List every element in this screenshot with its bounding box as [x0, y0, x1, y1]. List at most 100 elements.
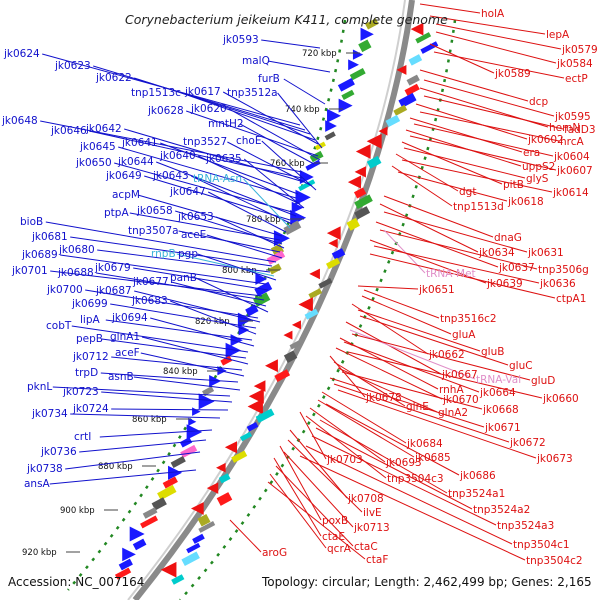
left-gene-label-jk0617[interactable]: jk0617 — [184, 86, 221, 98]
right-gene-label-ctae[interactable]: ctaE — [322, 531, 345, 543]
left-gene-label-jk0650[interactable]: jk0650 — [75, 157, 112, 169]
left-gene-label-jk0688[interactable]: jk0688 — [57, 267, 94, 279]
right-gene-label-jk0693[interactable]: jk0693 — [385, 457, 422, 469]
right-gene-label-gluc[interactable]: gluC — [509, 360, 533, 372]
right-gene-label-jk0684[interactable]: jk0684 — [406, 438, 443, 450]
right-gene-label-tnp3524a3[interactable]: tnp3524a3 — [497, 520, 554, 532]
right-gene-label-ectp[interactable]: ectP — [565, 73, 588, 85]
left-gene-label-jk0622[interactable]: jk0622 — [95, 72, 132, 84]
left-gene-label-jk0623[interactable]: jk0623 — [54, 60, 91, 72]
right-gene-label-jk0651[interactable]: jk0651 — [418, 284, 455, 296]
right-gene-label-arog[interactable]: aroG — [262, 547, 287, 559]
right-gene-label-glud[interactable]: gluD — [531, 375, 555, 387]
right-gene-label-jk0673[interactable]: jk0673 — [536, 453, 573, 465]
right-gene-label-qcra[interactable]: qcrA — [327, 543, 352, 555]
left-gene-label-jk0734[interactable]: jk0734 — [31, 408, 68, 420]
left-gene-label-jk0723[interactable]: jk0723 — [62, 386, 99, 398]
left-gene-label-jk0643[interactable]: jk0643 — [152, 170, 189, 182]
right-gene-label-jk0579[interactable]: jk0579 — [561, 44, 598, 56]
left-gene-label-jk0689[interactable]: jk0689 — [21, 249, 58, 261]
left-gene-label-jk0701[interactable]: jk0701 — [11, 265, 48, 277]
right-gene-label-jk0667[interactable]: jk0667 — [441, 369, 478, 381]
right-gene-label-hrca[interactable]: hrcA — [560, 136, 585, 148]
left-gene-label-jk0724[interactable]: jk0724 — [72, 403, 109, 415]
left-gene-label-furb[interactable]: furB — [258, 73, 280, 85]
left-gene-label-malq[interactable]: malQ — [242, 55, 270, 67]
left-gene-label-lipa[interactable]: lipA — [80, 314, 100, 326]
right-gene-label-glub[interactable]: gluB — [481, 346, 504, 358]
right-gene-label-jk0686[interactable]: jk0686 — [459, 470, 496, 482]
left-gene-label-jk0635[interactable]: jk0635 — [205, 153, 242, 165]
left-gene-label-jk0699[interactable]: jk0699 — [71, 298, 108, 310]
left-gene-label-tnp3512a[interactable]: tnp3512a — [227, 87, 278, 99]
right-gene-label-ctac[interactable]: ctaC — [354, 541, 378, 553]
left-gene-label-biob[interactable]: bioB — [20, 216, 43, 228]
right-gene-label-jk0604[interactable]: jk0604 — [553, 151, 590, 163]
left-gene-label-cobt[interactable]: cobT — [46, 320, 72, 332]
right-gene-label-jk0708[interactable]: jk0708 — [347, 493, 384, 505]
right-gene-label-upps2[interactable]: uppS2 — [522, 161, 555, 173]
left-gene-label-rnpb[interactable]: rnpB — [151, 248, 176, 260]
right-gene-label-ctpa1[interactable]: ctpA1 — [556, 293, 586, 305]
left-gene-label-pknl[interactable]: pknL — [27, 381, 52, 393]
left-gene-label-jk0679[interactable]: jk0679 — [94, 262, 131, 274]
right-gene-label-tnp3516c2[interactable]: tnp3516c2 — [440, 313, 497, 325]
right-gene-label-jk0664[interactable]: jk0664 — [479, 387, 516, 399]
left-gene-label-choe[interactable]: choE — [236, 135, 262, 147]
left-gene-label-jk0628[interactable]: jk0628 — [147, 105, 184, 117]
right-gene-label-jk0636[interactable]: jk0636 — [539, 278, 576, 290]
right-gene-label-ilve[interactable]: ilvE — [363, 507, 382, 519]
right-gene-label-era[interactable]: era — [523, 147, 540, 159]
right-gene-label-tnp3504c1[interactable]: tnp3504c1 — [513, 539, 570, 551]
right-gene-label-pitb[interactable]: pitB — [503, 179, 524, 191]
right-gene-label-ctaf[interactable]: ctaF — [366, 554, 388, 566]
left-gene-label-jk0642[interactable]: jk0642 — [85, 123, 122, 135]
right-gene-label-tnp3506g[interactable]: tnp3506g — [538, 264, 589, 276]
left-gene-label-jk0738[interactable]: jk0738 — [26, 463, 63, 475]
right-gene-label-lepa[interactable]: lepA — [546, 29, 570, 41]
left-gene-label-jk0700[interactable]: jk0700 — [46, 284, 83, 296]
right-gene-label-fadd3[interactable]: fadD3 — [564, 124, 596, 136]
left-gene-label-crti[interactable]: crtI — [74, 431, 91, 443]
right-gene-label-jk0602[interactable]: jk0602 — [527, 134, 564, 146]
left-gene-label-jk0640[interactable]: jk0640 — [159, 150, 196, 162]
right-gene-label-jk0637[interactable]: jk0637 — [498, 262, 535, 274]
left-gene-label-ansa[interactable]: ansA — [24, 478, 51, 490]
left-gene-label-glna1[interactable]: glnA1 — [110, 331, 140, 343]
right-gene-label-glys[interactable]: glyS — [526, 173, 549, 185]
right-gene-label-tnp3504c3[interactable]: tnp3504c3 — [387, 473, 444, 485]
right-gene-label-jk0618[interactable]: jk0618 — [507, 196, 544, 208]
left-gene-label-jk0694[interactable]: jk0694 — [111, 312, 148, 324]
right-gene-label-jk0639[interactable]: jk0639 — [486, 278, 523, 290]
right-gene-label-hemn[interactable]: hemN — [549, 122, 580, 134]
right-gene-label-jk0589[interactable]: jk0589 — [494, 68, 531, 80]
right-gene-label-dcp[interactable]: dcp — [529, 96, 548, 108]
right-gene-label-tnp3504c2[interactable]: tnp3504c2 — [526, 555, 583, 567]
left-gene-label-acee[interactable]: aceE — [181, 229, 206, 241]
left-gene-label-jk0677[interactable]: jk0677 — [132, 276, 169, 288]
right-gene-label-jk0672[interactable]: jk0672 — [509, 437, 546, 449]
right-gene-label-jk0703[interactable]: jk0703 — [326, 454, 363, 466]
left-gene-label-jk0647[interactable]: jk0647 — [169, 186, 206, 198]
right-gene-label-jk0584[interactable]: jk0584 — [556, 58, 593, 70]
left-gene-label-panb[interactable]: panB — [170, 272, 197, 284]
left-gene-label-tnp3507a[interactable]: tnp3507a — [128, 225, 179, 237]
left-gene-label-jk0683[interactable]: jk0683 — [131, 295, 168, 307]
right-gene-label-tnp1513d[interactable]: tnp1513d — [453, 201, 504, 213]
right-gene-label-jk0670[interactable]: jk0670 — [442, 394, 479, 406]
right-gene-label-jk0634[interactable]: jk0634 — [478, 247, 515, 259]
right-gene-label-jk0595[interactable]: jk0595 — [554, 111, 591, 123]
left-gene-label-tnp3527[interactable]: tnp3527 — [183, 136, 227, 148]
right-gene-label-jk0607[interactable]: jk0607 — [556, 165, 593, 177]
right-gene-label-jk0668[interactable]: jk0668 — [482, 404, 519, 416]
right-gene-label-glne[interactable]: glnE — [406, 401, 429, 413]
left-gene-label-mnth2[interactable]: mntH2 — [208, 118, 244, 130]
left-gene-label-jk0681[interactable]: jk0681 — [31, 231, 68, 243]
left-gene-label-ptpa[interactable]: ptpA — [104, 207, 129, 219]
right-gene-label-tnp3524a1[interactable]: tnp3524a1 — [448, 488, 505, 500]
left-gene-label-jk0645[interactable]: jk0645 — [79, 141, 116, 153]
left-gene-label-tnp1513c[interactable]: tnp1513c — [131, 87, 181, 99]
right-gene-label-glna2[interactable]: glnA2 — [438, 407, 468, 419]
left-gene-label-jk0653[interactable]: jk0653 — [177, 211, 214, 223]
left-gene-label-pgp[interactable]: pgp — [178, 248, 198, 260]
